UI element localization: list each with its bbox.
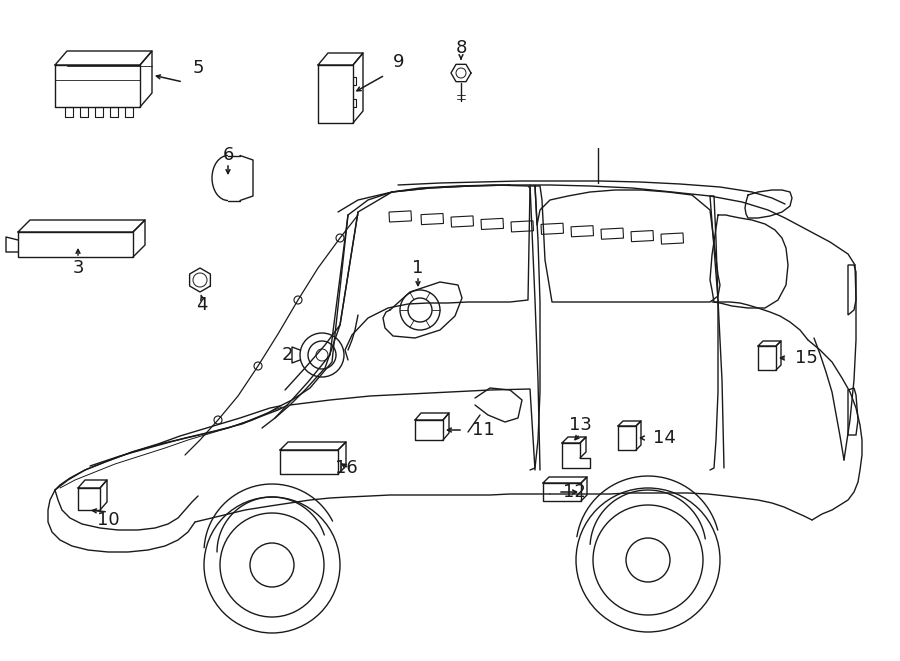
Bar (661, 233, 683, 244)
Text: 16: 16 (335, 459, 358, 477)
Text: 13: 13 (569, 416, 591, 434)
Text: 8: 8 (455, 39, 467, 57)
Bar (601, 228, 624, 239)
Text: 11: 11 (472, 421, 495, 439)
Bar (421, 214, 444, 225)
Text: 1: 1 (412, 259, 424, 277)
Text: 10: 10 (96, 511, 120, 529)
Text: 14: 14 (653, 429, 676, 447)
Text: 5: 5 (193, 59, 204, 77)
Text: 3: 3 (72, 259, 84, 277)
Text: 9: 9 (393, 53, 404, 71)
Bar (571, 225, 593, 237)
Text: 12: 12 (563, 483, 586, 501)
Bar (631, 231, 653, 242)
Bar (541, 223, 563, 235)
Bar (481, 218, 503, 229)
Text: 4: 4 (196, 296, 208, 314)
Bar (389, 211, 411, 222)
Bar (451, 216, 473, 227)
Text: 15: 15 (795, 349, 818, 367)
Text: 6: 6 (222, 146, 234, 164)
Text: 2: 2 (282, 346, 293, 364)
Bar (511, 221, 534, 232)
